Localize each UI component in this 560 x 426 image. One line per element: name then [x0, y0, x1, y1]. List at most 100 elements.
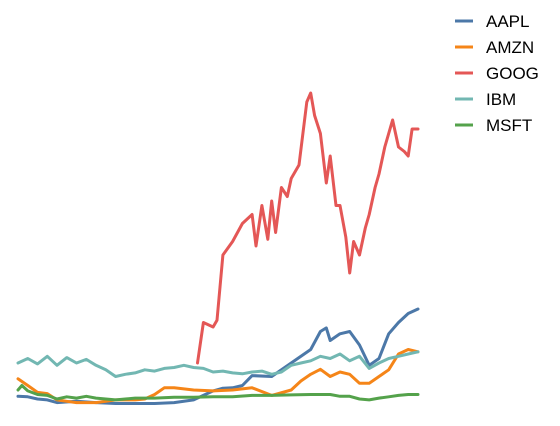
data-point-amzn: [368, 382, 371, 385]
data-point-amzn: [212, 389, 215, 392]
data-point-goog: [298, 164, 301, 167]
data-point-ibm: [368, 367, 371, 370]
series-line-ibm: [16, 350, 420, 378]
data-point-amzn: [407, 348, 410, 351]
data-point-goog: [397, 146, 400, 149]
data-point-goog: [313, 114, 316, 117]
data-point-amzn: [251, 386, 254, 389]
data-point-goog: [260, 204, 263, 207]
data-point-msft: [36, 393, 39, 396]
data-point-msft: [368, 398, 371, 401]
data-point-ibm: [202, 367, 205, 370]
data-point-aapl: [417, 308, 420, 311]
data-point-goog: [286, 195, 289, 198]
data-point-ibm: [212, 371, 215, 374]
data-point-ibm: [143, 368, 146, 371]
data-point-ibm: [270, 373, 273, 376]
data-point-ibm: [75, 362, 78, 365]
legend-item-ibm: IBM: [455, 90, 516, 109]
data-point-goog: [325, 182, 328, 185]
data-point-goog: [378, 173, 381, 176]
data-point-msft: [407, 393, 410, 396]
data-point-aapl: [348, 330, 351, 333]
data-point-aapl: [325, 326, 328, 329]
data-point-goog: [358, 254, 361, 257]
data-point-msft: [309, 393, 312, 396]
legend-item-amzn: AMZN: [455, 38, 534, 57]
data-point-goog: [270, 200, 273, 203]
data-point-ibm: [85, 358, 88, 361]
data-point-aapl: [134, 402, 137, 405]
data-point-aapl: [378, 357, 381, 360]
data-point-msft: [339, 395, 342, 398]
data-point-ibm: [231, 371, 234, 374]
data-point-msft: [85, 395, 88, 398]
data-point-ibm: [95, 364, 98, 367]
data-point-goog: [403, 150, 406, 153]
data-point-goog: [221, 254, 224, 257]
data-point-ibm: [134, 371, 137, 374]
data-point-msft: [95, 397, 98, 400]
data-point-goog: [274, 231, 277, 234]
data-point-msft: [75, 397, 78, 400]
data-point-goog: [348, 272, 351, 275]
data-point-ibm: [56, 364, 59, 367]
data-point-amzn: [17, 377, 20, 380]
data-point-goog: [344, 236, 347, 239]
data-point-goog: [216, 319, 219, 322]
data-point-goog: [387, 132, 390, 135]
data-point-ibm: [221, 370, 224, 373]
data-point-msft: [153, 397, 156, 400]
data-point-ibm: [280, 371, 283, 374]
data-point-goog: [305, 101, 308, 104]
data-point-aapl: [387, 332, 390, 335]
data-point-ibm: [36, 362, 39, 365]
data-point-aapl: [397, 321, 400, 324]
data-point-amzn: [387, 368, 390, 371]
data-point-ibm: [319, 355, 322, 358]
legend-label-msft: MSFT: [486, 116, 532, 135]
data-point-msft: [173, 396, 176, 399]
data-point-msft: [329, 393, 332, 396]
data-point-aapl: [173, 401, 176, 404]
data-point-aapl: [36, 398, 39, 401]
data-point-amzn: [329, 375, 332, 378]
data-point-goog: [374, 186, 377, 189]
data-point-amzn: [378, 375, 381, 378]
data-point-amzn: [319, 368, 322, 371]
data-point-amzn: [163, 386, 166, 389]
data-point-ibm: [260, 370, 263, 373]
legend-item-goog: GOOG: [455, 64, 539, 83]
data-point-ibm: [309, 359, 312, 362]
data-point-ibm: [358, 355, 361, 358]
data-point-aapl: [46, 398, 49, 401]
legend: AAPL AMZN GOOG IBM MSFT: [455, 12, 539, 135]
legend-item-msft: MSFT: [455, 116, 532, 135]
data-point-msft: [417, 393, 420, 396]
data-point-goog: [196, 362, 199, 365]
data-point-msft: [20, 384, 23, 387]
data-point-goog: [407, 155, 410, 158]
data-point-goog: [417, 128, 420, 131]
data-point-msft: [212, 395, 215, 398]
data-point-goog: [241, 222, 244, 225]
data-point-amzn: [290, 389, 293, 392]
data-point-ibm: [290, 364, 293, 367]
data-point-ibm: [407, 353, 410, 356]
data-point-amzn: [65, 400, 68, 403]
data-point-ibm: [65, 356, 68, 359]
data-point-goog: [329, 155, 332, 158]
data-point-ibm: [163, 367, 166, 370]
data-point-amzn: [309, 373, 312, 376]
data-point-msft: [46, 394, 49, 397]
legend-label-amzn: AMZN: [486, 38, 534, 57]
series-line-goog: [196, 91, 420, 365]
data-point-goog: [411, 128, 414, 131]
data-point-amzn: [75, 401, 78, 404]
data-point-ibm: [17, 362, 20, 365]
series-line-msft: [16, 384, 420, 402]
data-point-amzn: [299, 380, 302, 383]
data-point-msft: [251, 394, 254, 397]
data-point-aapl: [309, 348, 312, 351]
